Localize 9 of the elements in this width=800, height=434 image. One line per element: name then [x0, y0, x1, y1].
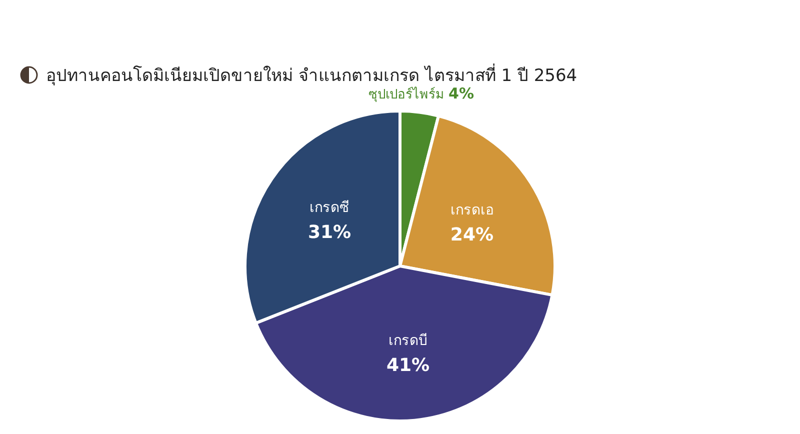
slice-label: เกรดบี [388, 332, 428, 349]
data-label: 31% [308, 222, 352, 244]
slice-label: เกรดเอ [450, 202, 494, 218]
slice-label: เกรดซี [309, 200, 350, 216]
data-label: 24% [450, 224, 494, 246]
data-label: 4% [448, 84, 474, 102]
chart-title: อุปทานคอนโดมิเนียมเปิดขายใหม่ จำแนกตามเกรด ไตรมาสที่ 1 ปี 2564 [46, 63, 578, 86]
data-label: 41% [386, 354, 430, 376]
slice-label: ซุปเปอร์ไพร์ม [368, 86, 449, 102]
